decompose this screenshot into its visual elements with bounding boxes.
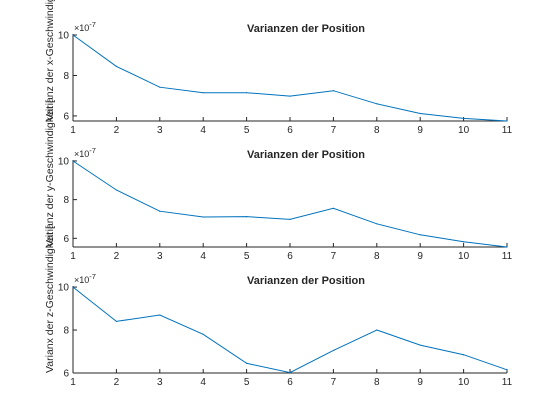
data-point (159, 314, 161, 316)
chart-panel-3: 1 2 3 4 5 6 7 8 9 10 11 6 8 10 ×10-7 Varianzen der Posi… (44, 226, 513, 388)
data-point (332, 349, 334, 352)
y-tick-label: 10 (58, 283, 70, 294)
y-exponent-base: ×10 (74, 23, 89, 33)
x-tick-label: 7 (331, 377, 337, 388)
x-tick-label: 8 (374, 125, 380, 136)
data-point (202, 92, 204, 94)
data-point (246, 216, 248, 218)
data-point (202, 333, 204, 335)
chart-panel-1: 1 2 3 4 5 6 7 8 9 10 11 6 8 10 ×10-7 Varianzen der Posi… (44, 0, 513, 136)
chart-panel-2: 1 2 3 4 5 6 7 8 9 10 11 6 8 10 ×10-7 Varianzen der Posi… (44, 100, 513, 262)
data-point (463, 241, 465, 243)
data-point (376, 329, 378, 331)
data-point (115, 189, 117, 191)
x-tick-label: 10 (458, 251, 470, 262)
y-tick-label: 6 (63, 234, 69, 245)
x-tick-label: 5 (244, 125, 250, 136)
x-tick-label: 8 (374, 251, 380, 262)
data-point (72, 34, 74, 36)
data-point (115, 320, 117, 323)
y-exponent-power: -7 (89, 272, 96, 281)
y-exponent-power: -7 (89, 20, 96, 29)
data-point (202, 216, 204, 218)
y-tick-label: 6 (63, 369, 69, 380)
data-point (506, 369, 508, 371)
x-tick-label: 2 (114, 377, 120, 388)
data-point (115, 65, 117, 67)
data-point (419, 234, 421, 236)
chart-title: Varianzen der Position (247, 149, 365, 161)
data-point (159, 86, 161, 88)
y-tick-label: 8 (63, 195, 69, 206)
data-point (376, 103, 378, 105)
x-tick-label: 9 (417, 377, 423, 388)
x-tick-label: 4 (200, 377, 206, 388)
x-tick-label: 8 (374, 377, 380, 388)
x-tick-label: 7 (331, 251, 337, 262)
x-tick-label: 5 (244, 377, 250, 388)
y-exponent-label: ×10-7 (74, 146, 96, 159)
data-point (289, 371, 291, 374)
y-exponent-label: ×10-7 (74, 20, 96, 33)
data-point (72, 160, 74, 162)
data-point (332, 90, 334, 92)
x-tick-label: 3 (157, 377, 163, 388)
data-point (376, 223, 378, 225)
x-tick-label: 11 (502, 125, 513, 136)
y-tick-label: 10 (58, 31, 70, 42)
x-tick-label: 1 (70, 125, 76, 136)
y-exponent-base: ×10 (74, 275, 89, 285)
x-tick-label: 10 (458, 377, 470, 388)
x-tick-label: 2 (114, 251, 120, 262)
x-tick-label: 6 (287, 251, 293, 262)
data-point (246, 362, 248, 364)
x-tick-label: 9 (417, 125, 423, 136)
data-point (246, 92, 248, 94)
series-line (72, 286, 508, 374)
y-axis-label: Varianz der y-Geschwindigkeit [ (44, 100, 56, 247)
x-tick-label: 2 (114, 125, 120, 136)
x-tick-label: 6 (287, 125, 293, 136)
chart-title: Varianzen der Position (247, 275, 365, 287)
x-tick-label: 1 (70, 377, 76, 388)
x-tick-label: 4 (200, 125, 206, 136)
data-point (332, 207, 334, 209)
x-tick-label: 9 (417, 251, 423, 262)
y-tick-label: 8 (63, 71, 69, 82)
data-point (289, 95, 291, 97)
x-tick-label: 11 (502, 377, 513, 388)
data-point (72, 286, 74, 288)
y-exponent-base: ×10 (74, 149, 89, 159)
data-point (506, 120, 508, 122)
x-tick-label: 3 (157, 251, 163, 262)
y-tick-label: 8 (63, 326, 69, 337)
y-axis-label: Varianz der x-Geschwindigkeit [ (44, 0, 56, 121)
data-point (463, 354, 465, 356)
x-tick-label: 3 (157, 125, 163, 136)
series-line (72, 34, 508, 122)
y-axis-label: Varianx der z-Geschwindigkeit [ (44, 226, 56, 373)
y-tick-label: 6 (63, 111, 69, 122)
x-tick-label: 7 (331, 125, 337, 136)
y-tick-label: 10 (58, 156, 70, 167)
x-tick-label: 10 (458, 125, 470, 136)
x-tick-label: 5 (244, 251, 250, 262)
y-exponent-power: -7 (89, 146, 96, 155)
data-point (463, 117, 465, 119)
x-tick-label: 6 (287, 377, 293, 388)
x-tick-label: 1 (70, 251, 76, 262)
data-point (159, 210, 161, 212)
series-line (72, 160, 508, 248)
data-point (419, 112, 421, 115)
data-point (289, 218, 291, 220)
data-point (419, 344, 421, 346)
y-exponent-label: ×10-7 (74, 272, 96, 285)
x-tick-label: 4 (200, 251, 206, 262)
chart-title: Varianzen der Position (247, 23, 365, 35)
data-point (506, 246, 508, 248)
x-tick-label: 11 (502, 251, 513, 262)
